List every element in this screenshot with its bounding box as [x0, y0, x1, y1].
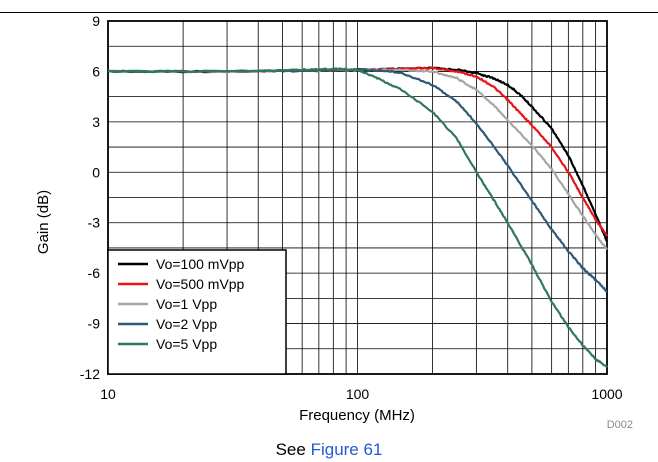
- y-tick-label: 6: [92, 63, 100, 79]
- y-tick-label: -6: [88, 265, 101, 281]
- header-rule: [0, 12, 658, 13]
- x-tick-label: 10: [100, 386, 116, 402]
- figure-id: D002: [607, 419, 633, 431]
- legend-label: Vo=5 Vpp: [156, 336, 217, 352]
- legend-label: Vo=2 Vpp: [156, 316, 217, 332]
- y-tick-label: -3: [88, 215, 101, 231]
- caption-prefix: See: [275, 440, 311, 459]
- figure-link[interactable]: Figure 61: [310, 440, 383, 459]
- plot-frame: [107, 20, 608, 375]
- figure-caption: See Figure 61: [0, 440, 658, 460]
- legend-label: Vo=100 mVpp: [156, 256, 245, 272]
- y-tick-label: 3: [92, 114, 100, 130]
- y-tick-label: -12: [80, 366, 100, 382]
- y-tick-label: 0: [92, 164, 100, 180]
- legend-box: [107, 249, 287, 375]
- series-line: [107, 67, 608, 368]
- legend: Vo=100 mVpp Vo=500 mVpp Vo=1 Vpp Vo=2 Vpp Vo…: [107, 249, 287, 375]
- x-tick-label: 1000: [591, 386, 622, 402]
- x-axis-label: Frequency (MHz): [299, 407, 415, 424]
- x-tick-label: 100: [346, 386, 370, 402]
- y-axis-label: Gain (dB): [35, 190, 52, 254]
- series-lines: [107, 66, 608, 368]
- y-tick-label: -9: [88, 316, 101, 332]
- legend-label: Vo=500 mVpp: [156, 276, 245, 292]
- legend-label: Vo=1 Vpp: [156, 296, 217, 312]
- y-tick-label: 9: [92, 13, 100, 29]
